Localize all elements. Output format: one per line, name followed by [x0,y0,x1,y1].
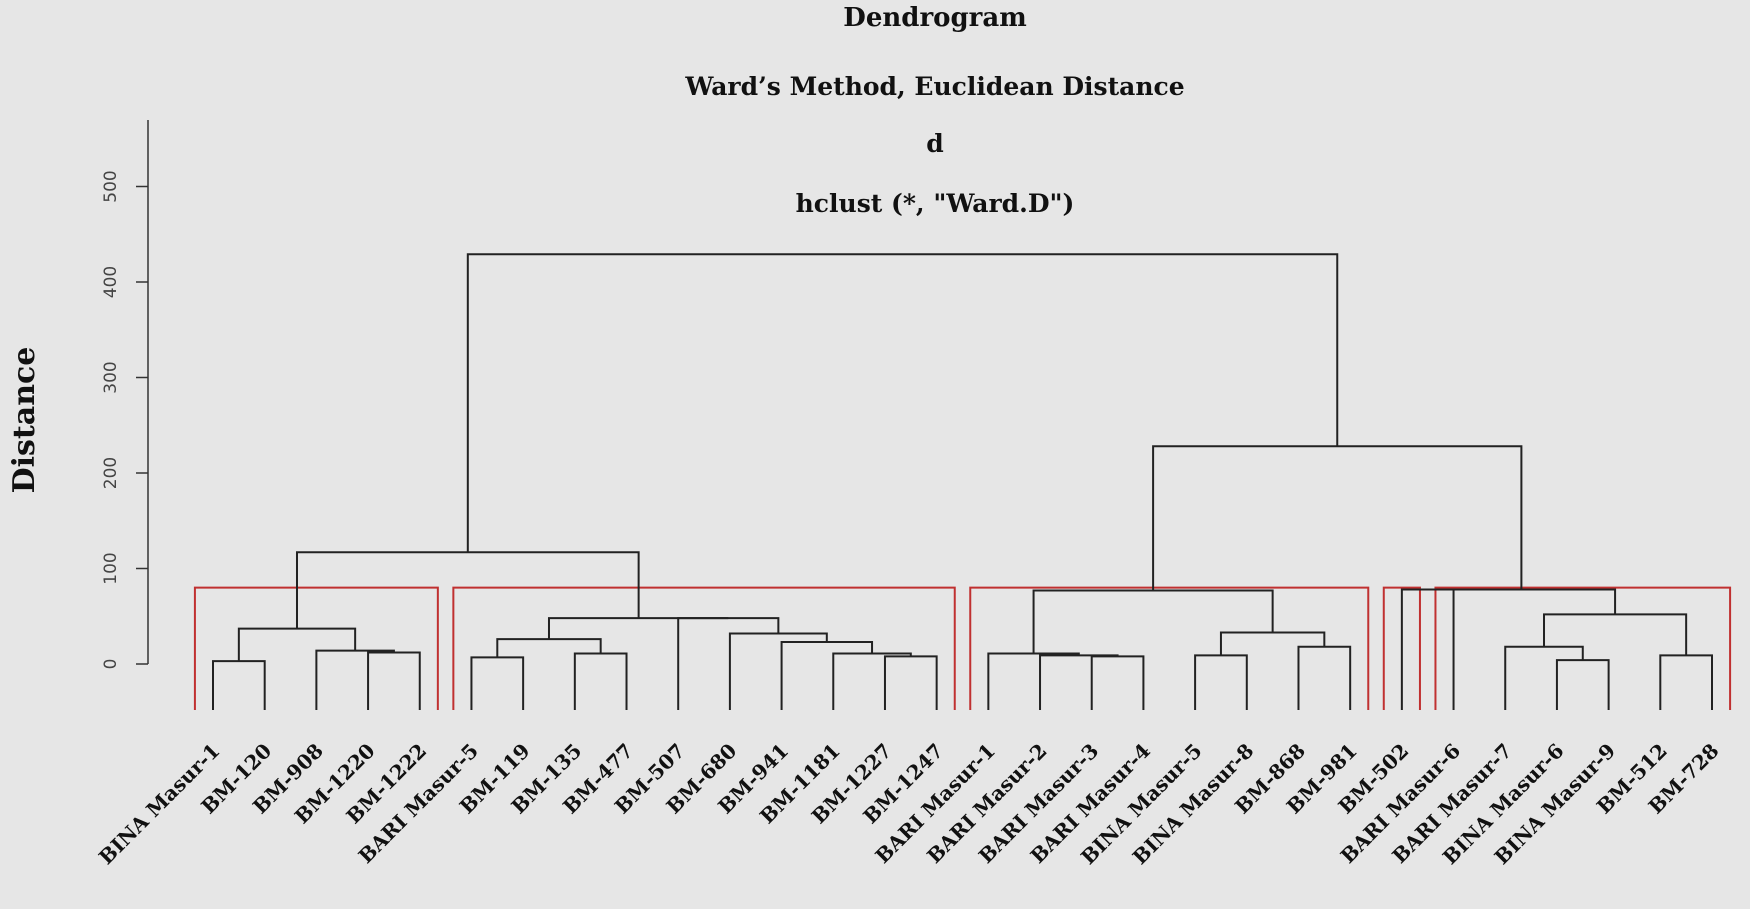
dendrogram-link [1039,654,1119,710]
dendrogram-link [315,649,395,710]
y-axis-label: Distance [7,347,42,494]
cluster-box [452,586,956,710]
dendrogram-link [212,660,266,710]
chart-sub-subtitle: d [926,129,943,158]
chart-title: Dendrogram [843,3,1026,33]
dendrogram-link [1543,613,1688,656]
dendrogram-link [470,656,525,710]
dendrogram-link [547,617,729,640]
y-tick-label: 200 [101,457,121,489]
dendrogram-link [1427,588,1617,615]
dendrogram-link [237,627,357,662]
dendrogram-link [496,638,602,658]
dendrogram-link [1032,589,1274,654]
dendrogram-link [1400,588,1455,710]
dendrogram-link [987,652,1080,710]
cluster-box [193,586,439,710]
dendrogram-link [780,641,874,710]
chart-caption: hclust (*, "Ward.D") [796,189,1075,218]
dendrogram-link [677,617,780,710]
y-tick-label: 100 [101,552,121,584]
dendrogram-link [1090,655,1145,710]
chart-subtitle: Ward’s Method, Euclidean Distance [684,72,1184,101]
dendrogram-link [1297,645,1352,710]
dendrogram-link [883,655,938,710]
dendrogram-link [1194,654,1248,710]
dendrogram-link [466,253,1339,553]
cluster-box [969,586,1370,710]
dendrogram-link [1504,645,1584,710]
dendrogram-link [573,652,628,710]
dendrogram-link [1555,659,1610,710]
dendrogram-link [1152,445,1523,591]
dendrogram-link [1659,654,1713,710]
y-tick-label: 500 [101,170,121,202]
cluster-box [1382,586,1421,710]
y-tick-label: 400 [101,266,121,298]
leaf-labels: BINA Masur-1BM-120BM-908BM-1220BM-1222BA… [94,739,1724,870]
dendrogram-link [728,632,828,710]
cluster-boxes [193,586,1732,710]
dendrogram-links [212,253,1713,710]
y-tick-label: 300 [101,361,121,393]
dendrogram-link [832,652,912,710]
y-tick-label: 0 [101,659,121,670]
dendrogram-link [367,651,421,710]
cluster-box [1434,586,1732,710]
dendrogram-link [1219,631,1326,656]
y-axis-ticks: 0 100 200 300 400 500 [101,170,148,669]
